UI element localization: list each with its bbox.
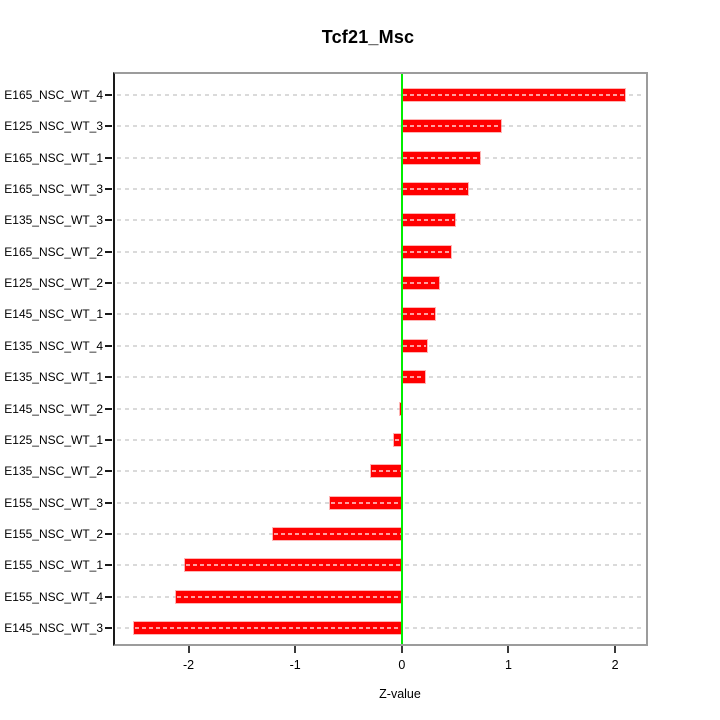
bar	[272, 527, 402, 540]
row-guide-line	[117, 438, 644, 441]
bar-inner-dash	[331, 501, 401, 504]
y-axis-category-label: E165_NSC_WT_4	[4, 88, 103, 102]
bar-inner-dash	[402, 344, 427, 347]
y-axis-category-label: E145_NSC_WT_2	[4, 401, 103, 416]
y-axis-tick	[105, 219, 112, 222]
y-axis-category-label: E155_NSC_WT_2	[4, 526, 103, 541]
bar-inner-dash	[402, 313, 434, 316]
bar	[185, 559, 402, 572]
bar	[401, 308, 435, 321]
bar-inner-dash	[176, 595, 401, 598]
x-axis-tick	[400, 646, 403, 653]
bar	[401, 151, 480, 164]
y-axis-category-label: E155_NSC_WT_3	[4, 495, 103, 510]
y-axis-tick	[105, 188, 112, 191]
y-axis-tick	[105, 94, 112, 96]
bar-inner-dash	[402, 94, 624, 96]
bar	[401, 183, 468, 196]
y-axis-category-label: E155_NSC_WT_4	[4, 589, 103, 604]
y-axis-category-label: E125_NSC_WT_2	[4, 276, 103, 291]
y-axis-tick	[105, 282, 112, 285]
y-axis-tick	[105, 470, 112, 473]
x-axis-label: Z-value	[379, 687, 421, 701]
row-guide-line	[117, 156, 644, 159]
x-axis-tick-label: -2	[183, 658, 195, 672]
row-guide-line	[117, 313, 644, 316]
bar	[330, 496, 402, 509]
bar-inner-dash	[186, 564, 401, 567]
bar	[370, 465, 402, 478]
y-axis-tick	[105, 250, 112, 253]
row-guide-line	[117, 219, 644, 222]
y-axis-category-label: E165_NSC_WT_1	[4, 150, 103, 165]
bar-inner-dash	[402, 219, 455, 222]
bar	[399, 402, 402, 415]
y-axis-tick	[105, 125, 112, 128]
row-guide-line	[117, 407, 644, 410]
y-axis-category-label: E165_NSC_WT_3	[4, 182, 103, 197]
x-axis-tick-label: 1	[504, 658, 512, 672]
bar	[401, 371, 426, 384]
bar	[175, 590, 402, 603]
y-axis-category-label: E135_NSC_WT_2	[4, 464, 103, 479]
bar-inner-dash	[402, 250, 450, 253]
row-guide-line	[117, 125, 644, 128]
bar	[401, 339, 428, 352]
y-axis-tick	[105, 407, 112, 410]
bar	[134, 621, 402, 634]
row-guide-line	[117, 250, 644, 253]
y-axis: E165_NSC_WT_4 E125_NSC_WT_3 E165_NSC_WT_1 E…	[0, 72, 112, 646]
x-axis-tick	[614, 646, 617, 653]
row-guide-line	[117, 376, 644, 379]
y-axis-category-label: E155_NSC_WT_1	[4, 558, 103, 573]
y-axis-tick	[105, 501, 112, 504]
bar	[401, 89, 625, 101]
y-axis-tick	[105, 626, 112, 629]
row-guide-line	[117, 94, 644, 96]
x-axis-tick	[187, 646, 190, 653]
bar-inner-dash	[273, 532, 401, 535]
bar	[401, 277, 440, 290]
bar-inner-dash	[402, 125, 500, 128]
bar-inner-dash	[395, 438, 401, 441]
x-axis-tick	[294, 646, 297, 653]
y-axis-category-label: E125_NSC_WT_1	[4, 432, 103, 447]
y-axis-category-label: E135_NSC_WT_3	[4, 213, 103, 228]
zero-reference-line	[400, 74, 403, 644]
y-axis-tick	[105, 438, 112, 441]
y-axis-tick	[105, 564, 112, 567]
bar-inner-dash	[402, 156, 479, 159]
x-axis-tick-label: -1	[289, 658, 301, 672]
bar-inner-dash	[371, 470, 401, 473]
y-axis-tick	[105, 344, 112, 347]
bar-inner-dash	[402, 376, 425, 379]
x-axis-tick	[507, 646, 510, 653]
bar-inner-dash	[402, 282, 439, 285]
plot-area	[113, 72, 648, 646]
y-axis-tick	[105, 532, 112, 535]
row-guide-line	[117, 344, 644, 347]
row-guide-line	[117, 188, 644, 191]
y-axis-tick	[105, 156, 112, 159]
chart-title: Tcf21_Msc	[321, 27, 415, 47]
y-axis-category-label: E145_NSC_WT_1	[4, 307, 103, 322]
y-axis-tick	[105, 313, 112, 316]
y-axis-category-label: E135_NSC_WT_1	[4, 370, 103, 385]
bar	[401, 245, 451, 258]
x-axis-tick-label: 2	[611, 658, 619, 672]
y-axis-category-label: E165_NSC_WT_2	[4, 244, 103, 259]
bar	[401, 120, 501, 133]
y-axis-category-label: E125_NSC_WT_3	[4, 119, 103, 134]
y-axis-tick	[105, 595, 112, 598]
bar	[401, 214, 456, 227]
y-axis-tick	[105, 376, 112, 379]
row-guide-line	[117, 282, 644, 285]
bar-inner-dash	[402, 188, 467, 191]
bar	[394, 433, 402, 446]
bar-inner-dash	[135, 626, 401, 629]
y-axis-category-label: E145_NSC_WT_3	[4, 620, 103, 635]
y-axis-category-label: E135_NSC_WT_4	[4, 338, 103, 353]
x-axis-tick-label: 0	[398, 658, 406, 672]
